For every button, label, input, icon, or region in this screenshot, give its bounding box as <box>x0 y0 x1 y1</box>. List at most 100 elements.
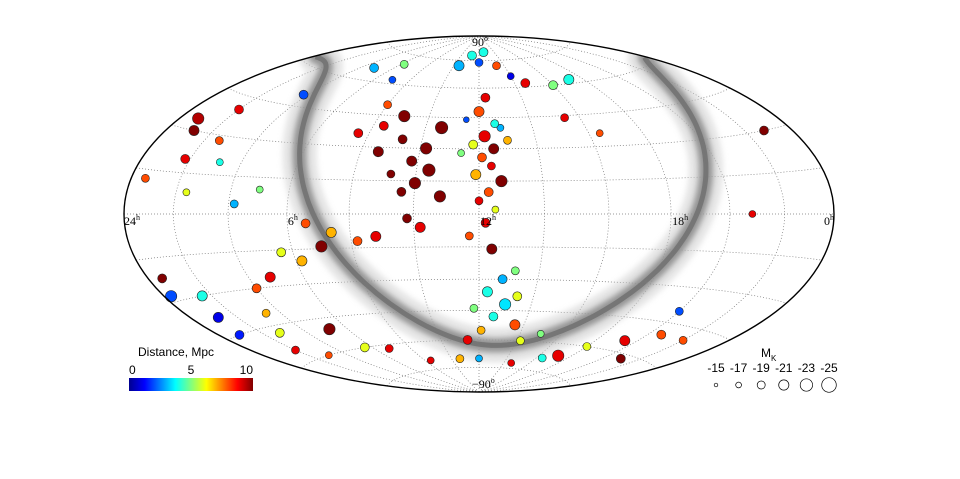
galaxy-point <box>510 266 520 276</box>
galaxy-point <box>480 92 491 103</box>
galaxy-point <box>487 161 496 171</box>
size-legend-label: -17 <box>730 361 748 375</box>
size-legend-label: -23 <box>798 361 816 375</box>
galaxy-point <box>455 354 465 364</box>
galaxy-point <box>470 169 482 180</box>
galaxy-point <box>422 163 436 177</box>
galaxy-point <box>491 205 500 214</box>
galaxy-point <box>462 335 473 345</box>
galaxy-point <box>475 354 483 363</box>
galaxy-point <box>759 125 769 136</box>
galaxy-point <box>215 136 224 145</box>
galaxy-point <box>435 121 449 135</box>
galaxy-point <box>372 146 384 158</box>
ra-axis-labels: 24h 18h 12h 6h 0h <box>124 213 834 228</box>
galaxy-point <box>369 63 379 73</box>
galaxy-point <box>473 106 485 117</box>
galaxy-point <box>496 124 505 132</box>
galaxy-point <box>499 298 512 311</box>
dec-tick-label: −90o <box>472 376 495 391</box>
map-border <box>123 35 835 393</box>
galaxy-point <box>478 130 491 143</box>
galaxy-point <box>619 335 631 347</box>
galaxy-point <box>748 210 757 218</box>
grid-parallel <box>136 246 822 261</box>
galaxy-point <box>212 311 224 323</box>
galaxy-point <box>398 110 411 123</box>
galaxy-point <box>383 100 392 109</box>
galaxy-point <box>483 187 494 197</box>
galaxy-point <box>426 356 435 365</box>
ra-tick-label: 18h <box>672 213 688 228</box>
galaxy-point <box>433 190 446 203</box>
galaxy-point <box>507 359 516 367</box>
galaxy-point <box>414 221 426 233</box>
galaxy-point <box>396 187 407 197</box>
size-legend-marker <box>735 381 742 389</box>
galaxy-point <box>157 273 167 284</box>
galaxy-point <box>486 243 498 255</box>
galaxy-point <box>552 349 565 362</box>
grid-parallel <box>386 366 572 387</box>
galaxy-point <box>384 344 394 353</box>
galaxy-point <box>229 199 239 209</box>
galaxy-point <box>276 247 287 258</box>
galaxy-point <box>481 286 493 298</box>
galaxy-point <box>492 61 501 70</box>
galaxy-point <box>234 104 244 115</box>
galaxy-point <box>408 177 421 190</box>
galaxy-point <box>488 311 499 322</box>
galaxy-point <box>497 274 508 285</box>
galaxy-point <box>563 74 575 85</box>
colorbar-tick-label: 5 <box>188 363 195 377</box>
galaxy-point <box>315 240 328 253</box>
galaxy-point <box>548 80 558 90</box>
galaxy-points <box>141 47 769 367</box>
grid-parallel <box>136 167 822 182</box>
galaxy-point <box>386 169 396 179</box>
galaxy-point <box>325 226 337 238</box>
galaxy-point <box>615 353 626 364</box>
galaxy-point <box>478 47 489 58</box>
galaxy-point <box>678 335 688 345</box>
galaxy-point <box>509 319 521 331</box>
size-legend: MK -15 -17 -19 -21 -23 -25 <box>707 346 838 393</box>
galaxy-point <box>476 325 486 335</box>
galaxy-point <box>324 351 333 360</box>
galaxy-point <box>463 116 470 123</box>
galaxy-point <box>165 290 178 303</box>
galaxy-point <box>296 255 308 267</box>
galaxy-point <box>490 119 500 128</box>
ra-tick-label: 0h <box>824 213 834 228</box>
galaxy-point <box>370 230 382 242</box>
dec-axis-labels: 90o −90o <box>472 34 495 391</box>
ra-tick-label: 24h <box>124 213 140 228</box>
galaxy-point <box>503 136 512 145</box>
colorbar-tick-label: 10 <box>240 363 254 377</box>
galaxy-point <box>595 129 604 137</box>
size-legend-marker <box>821 377 837 393</box>
size-legend-label: -25 <box>820 361 838 375</box>
galaxy-point <box>536 329 545 338</box>
colorbar-label: Distance, Mpc <box>138 345 214 359</box>
galaxy-point <box>464 231 474 241</box>
grid-parallel <box>386 41 572 62</box>
galaxy-point <box>512 291 523 302</box>
dec-tick-label: 90o <box>472 34 488 49</box>
size-legend-label: -21 <box>775 361 793 375</box>
galaxy-point <box>192 112 205 125</box>
galaxy-point <box>674 306 684 316</box>
galaxy-point <box>488 143 500 155</box>
galaxy-point <box>291 345 300 355</box>
grid-parallel <box>171 278 787 304</box>
galaxy-point <box>537 353 547 363</box>
galaxy-point <box>182 188 191 197</box>
size-legend-marker <box>799 378 813 392</box>
galaxy-point <box>474 58 484 67</box>
size-legend-label: -15 <box>707 361 725 375</box>
galaxy-point <box>180 154 190 164</box>
galaxy-point <box>582 342 592 351</box>
galaxy-point <box>469 303 479 313</box>
galaxy-point <box>261 308 271 318</box>
